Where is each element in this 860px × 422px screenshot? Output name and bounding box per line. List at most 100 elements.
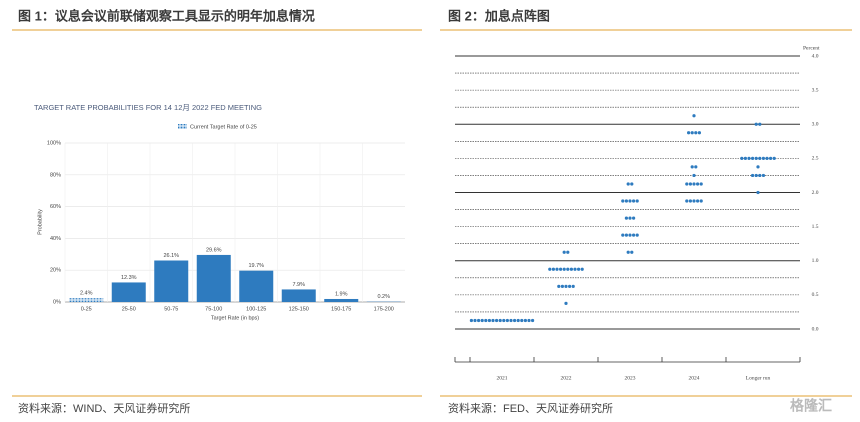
- x-tick-label: 0-25: [81, 306, 92, 312]
- dot: [491, 318, 495, 323]
- dot: [555, 267, 559, 271]
- figure-title: 图 2：加息点阵图: [448, 8, 550, 23]
- dot: [480, 318, 484, 323]
- y-axis-label: Probability: [37, 209, 43, 235]
- dot: [690, 131, 694, 135]
- dot: [568, 284, 572, 288]
- dot: [469, 318, 473, 323]
- bar: [154, 260, 189, 302]
- bar: [281, 289, 316, 302]
- y-tick-label: 1.0: [812, 258, 819, 264]
- y-tick-label: 0%: [53, 299, 61, 305]
- x-axis-label: Target Rate (in bps): [211, 315, 259, 321]
- x-tick-label: Longer run: [746, 375, 771, 381]
- dot: [699, 182, 703, 186]
- source: 资料来源：FED、天风证券研究所: [448, 401, 613, 415]
- dot: [628, 199, 632, 203]
- data-label: 0.2%: [377, 294, 390, 300]
- bar: [69, 298, 104, 302]
- dot: [747, 156, 751, 160]
- figure-title: 图 1：议息会议前联储观察工具显示的明年加息情况: [18, 8, 315, 23]
- dot: [580, 267, 584, 271]
- dot: [573, 267, 577, 271]
- dot: [632, 216, 636, 220]
- dot: [523, 318, 528, 323]
- dot: [564, 284, 568, 288]
- source: 资料来源：WIND、天风证券研究所: [18, 401, 190, 415]
- dot: [754, 173, 758, 178]
- dot: [624, 216, 629, 220]
- dot: [694, 165, 698, 169]
- dot: [487, 318, 491, 323]
- dot: [628, 233, 632, 237]
- dot: [761, 156, 766, 160]
- dot: [621, 199, 625, 203]
- x-tick-label: 175-200: [374, 306, 394, 312]
- legend-swatch: [178, 124, 187, 129]
- dot: [632, 199, 636, 203]
- dot: [531, 318, 535, 323]
- y-tick-label: 0.0: [812, 326, 819, 332]
- dot: [498, 318, 502, 323]
- dot: [560, 284, 565, 288]
- x-tick-label: 150-175: [331, 306, 351, 312]
- y-tick-label: 40%: [50, 236, 61, 242]
- data-label: 26.1%: [163, 253, 179, 259]
- dot: [632, 233, 636, 237]
- dot: [551, 267, 556, 271]
- dot: [577, 267, 581, 271]
- chart-title: TARGET RATE PROBABILITIES FOR 14 12月 202…: [34, 103, 262, 112]
- data-label: 12.3%: [121, 275, 137, 281]
- y-axis-label: Percent: [803, 45, 820, 51]
- y-tick-label: 3.0: [812, 122, 819, 128]
- dot: [692, 199, 696, 203]
- dot: [772, 156, 776, 160]
- dot: [548, 267, 552, 271]
- dot: [694, 131, 698, 135]
- dot: [697, 131, 702, 135]
- y-tick-label: 100%: [47, 140, 61, 146]
- dot: [621, 233, 625, 237]
- dot: [566, 267, 570, 271]
- dot: [626, 250, 630, 254]
- dot: [756, 165, 760, 169]
- dot: [754, 156, 758, 160]
- dot: [687, 131, 691, 135]
- y-tick-label: 1.5: [812, 224, 819, 230]
- dot: [624, 199, 629, 203]
- x-tick-label: 25-50: [122, 306, 136, 312]
- dot: [688, 199, 693, 203]
- bar: [196, 254, 231, 302]
- dot: [685, 182, 689, 186]
- bar: [239, 270, 274, 302]
- bar: [111, 282, 146, 302]
- y-tick-label: 2.5: [812, 156, 819, 162]
- dot: [743, 156, 748, 160]
- dot: [516, 318, 520, 323]
- dot: [692, 114, 696, 118]
- x-tick-label: 75-100: [205, 306, 222, 312]
- data-label: 29.6%: [206, 247, 222, 253]
- dot: [758, 122, 762, 126]
- dot: [630, 250, 634, 254]
- dot: [699, 199, 703, 203]
- dot: [559, 267, 563, 271]
- data-label: 19.7%: [248, 263, 264, 269]
- y-tick-label: 60%: [50, 204, 61, 210]
- dot: [513, 318, 517, 323]
- dot: [477, 318, 481, 323]
- y-tick-label: 3.5: [812, 87, 819, 93]
- dot: [685, 199, 689, 203]
- dot: [758, 173, 762, 178]
- dot: [484, 318, 488, 323]
- dot: [624, 233, 629, 237]
- x-tick-label: 2022: [561, 375, 572, 381]
- dot: [495, 318, 499, 323]
- y-tick-label: 0.5: [812, 292, 819, 298]
- x-tick-label: 2024: [689, 375, 700, 381]
- y-tick-label: 80%: [50, 172, 61, 178]
- dot: [635, 233, 639, 237]
- watermark: 格隆汇: [790, 398, 832, 414]
- legend-label: Current Target Rate of 0-25: [190, 124, 257, 130]
